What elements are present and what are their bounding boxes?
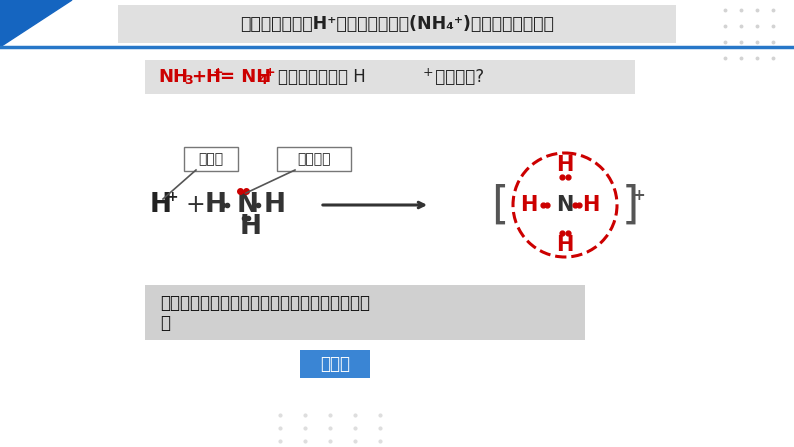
Text: H: H [557,235,574,255]
Text: H: H [205,192,227,218]
Text: +H: +H [191,68,221,86]
FancyBboxPatch shape [277,147,351,171]
Text: 这种化学键与前面讲的离子键、共价键有何异同: 这种化学键与前面讲的离子键、共价键有何异同 [160,294,370,312]
Text: H: H [240,214,262,240]
Text: = NH: = NH [220,68,272,86]
FancyBboxPatch shape [118,5,676,43]
Polygon shape [0,0,72,47]
Text: ？: ？ [160,314,170,332]
FancyBboxPatch shape [145,285,585,340]
FancyBboxPatch shape [300,350,370,378]
Text: +: + [185,193,205,217]
Text: H: H [264,192,286,218]
Text: 孤电子对: 孤电子对 [297,152,331,166]
Text: NH: NH [158,68,188,86]
Text: N: N [237,192,259,218]
Text: H: H [150,192,172,218]
Text: [: [ [491,184,509,227]
Text: 氨分子是怎样与 H: 氨分子是怎样与 H [278,68,366,86]
Text: N: N [557,195,574,215]
Text: 结合的呢?: 结合的呢? [430,68,484,86]
Text: ]: ] [622,184,638,227]
Text: +: + [265,67,276,80]
Text: 3: 3 [184,75,193,88]
Text: +: + [633,187,646,202]
Text: 4: 4 [258,75,267,88]
Text: +: + [423,67,434,80]
Text: 结合氨分子能与H⁺反应生成铵离子(NH₄⁺)分析配位键的形成: 结合氨分子能与H⁺反应生成铵离子(NH₄⁺)分析配位键的形成 [240,15,554,33]
Text: +: + [213,67,224,80]
Text: H: H [557,155,574,175]
Text: H: H [520,195,538,215]
Text: 空轨道: 空轨道 [198,152,224,166]
Text: H: H [582,195,599,215]
Text: +: + [166,190,178,204]
FancyBboxPatch shape [145,60,635,94]
FancyBboxPatch shape [184,147,238,171]
Text: 配位键: 配位键 [320,355,350,373]
